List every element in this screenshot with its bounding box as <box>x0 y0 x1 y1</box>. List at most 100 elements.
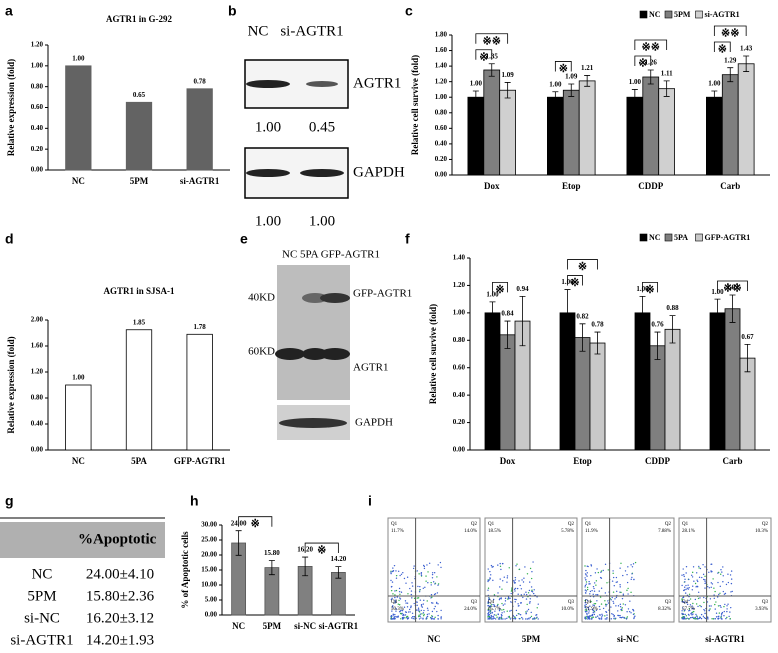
flow-event <box>409 611 411 613</box>
flow-event <box>693 617 695 619</box>
flow-event <box>510 601 512 603</box>
flow-event <box>615 576 618 579</box>
flow-event <box>416 604 418 607</box>
flow-event <box>426 607 429 609</box>
quadrant-name: Q3 <box>762 600 769 605</box>
flow-event <box>721 611 724 614</box>
flow-event <box>619 605 622 608</box>
error-bar <box>594 331 601 355</box>
flow-event <box>730 606 732 609</box>
significance-bracket <box>238 516 273 527</box>
flow-event <box>704 612 706 615</box>
flow-event <box>689 598 692 600</box>
quadrant-name: Q3 <box>471 600 478 605</box>
flow-event <box>420 603 423 606</box>
flow-event <box>499 608 501 610</box>
flow-event <box>536 607 538 609</box>
flow-event <box>428 562 431 564</box>
value-label: 1.43 <box>740 45 753 53</box>
flow-event <box>592 604 594 606</box>
flow-event <box>525 593 528 596</box>
flow-event <box>612 602 615 604</box>
flow-event <box>619 567 621 569</box>
flow-event <box>530 586 533 588</box>
x-tick-label: 5PM <box>263 621 282 631</box>
value-label: 1.00 <box>708 80 721 88</box>
flow-event <box>681 610 683 612</box>
flow-event <box>684 613 686 616</box>
flow-event <box>416 597 419 599</box>
blot-band <box>246 80 290 88</box>
lane-label: NC <box>248 23 269 39</box>
flow-event <box>503 611 505 613</box>
significance-label: ※ <box>718 44 727 56</box>
y-tick-label: 1.60 <box>435 46 448 54</box>
flow-event <box>624 604 627 606</box>
flow-event <box>706 585 709 588</box>
flow-event <box>622 593 625 595</box>
flow-event <box>533 589 535 591</box>
flow-event <box>437 584 439 586</box>
y-tick-label: 0.80 <box>453 336 466 344</box>
flow-event <box>394 602 396 604</box>
flow-event <box>626 616 629 618</box>
value-label: 1.85 <box>133 318 146 326</box>
flow-event <box>532 561 534 563</box>
flow-event <box>499 616 501 619</box>
bar <box>484 312 501 451</box>
flow-event <box>725 617 727 620</box>
significance-label: ※ <box>578 261 587 273</box>
bar <box>499 334 516 451</box>
flow-event <box>585 569 587 572</box>
flow-event <box>488 617 490 620</box>
flow-event <box>532 592 535 595</box>
flow-event <box>589 605 591 607</box>
flow-event <box>629 600 631 602</box>
flow-event <box>521 579 523 581</box>
flow-event <box>425 575 427 577</box>
flow-event <box>419 585 421 588</box>
flow-event <box>692 610 695 613</box>
y-tick-label: 1.60 <box>31 342 44 350</box>
flow-event <box>702 564 704 566</box>
flow-event <box>712 618 715 620</box>
flow-event <box>703 596 705 599</box>
flow-event <box>501 588 503 590</box>
flow-event <box>434 616 436 619</box>
panel-letter: i <box>368 493 372 509</box>
flow-event <box>497 592 499 594</box>
blot-band <box>275 348 305 360</box>
flow-event <box>490 614 492 617</box>
flow-event <box>626 573 628 576</box>
flow-event <box>436 592 439 594</box>
flow-event <box>418 591 421 593</box>
flow-event <box>497 618 500 620</box>
significance-label: ※※ <box>642 42 660 54</box>
value-label: 1.21 <box>581 64 594 72</box>
flow-event <box>683 617 686 620</box>
flow-event <box>397 603 400 605</box>
error-bar <box>552 91 559 104</box>
flow-event <box>418 614 420 617</box>
flow-event <box>730 591 732 593</box>
flow-event <box>528 602 531 604</box>
flow-event <box>584 611 587 613</box>
error-bar <box>302 556 309 577</box>
flow-event <box>726 608 728 610</box>
flow-event <box>698 565 700 568</box>
flow-event <box>399 593 401 595</box>
flow-event <box>586 613 588 615</box>
flow-event <box>619 584 621 586</box>
flow-event <box>510 592 512 595</box>
table-header: %Apoptotic <box>78 531 157 547</box>
flow-event <box>722 575 724 577</box>
table-cell: 5PM <box>27 588 56 604</box>
flow-event <box>427 609 429 611</box>
flow-event <box>607 569 609 571</box>
flow-event <box>730 578 733 580</box>
flow-event <box>597 571 600 574</box>
flow-event <box>402 616 405 619</box>
flow-event <box>589 590 592 593</box>
flow-event <box>433 593 436 596</box>
flow-event <box>426 564 428 566</box>
